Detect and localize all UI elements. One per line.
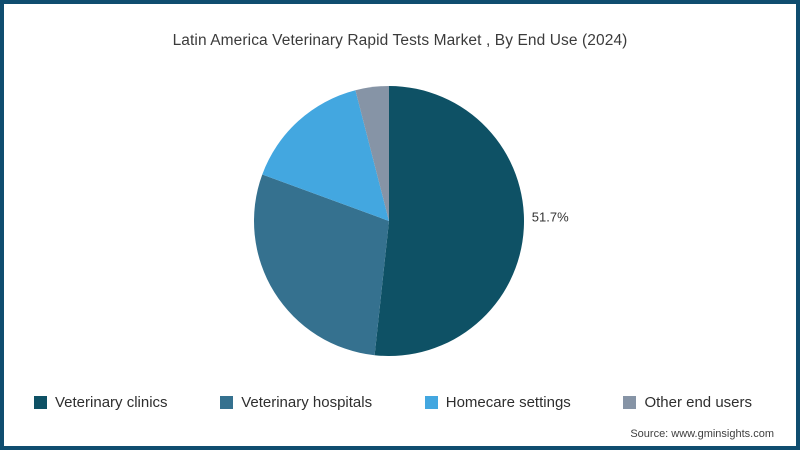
- source-text: Source: www.gminsights.com: [630, 428, 774, 440]
- pie-slice-2: [262, 90, 389, 222]
- pie-slice-3: [355, 86, 389, 221]
- legend-item-homecare-settings: Homecare settings: [424, 394, 571, 411]
- legend-swatch-icon: [623, 396, 637, 409]
- legend-swatch-icon: [220, 396, 234, 409]
- pie-slice-0: [374, 86, 525, 357]
- legend-swatch-icon: [34, 396, 47, 409]
- pie-slice-label-0: 51.7%: [532, 210, 569, 225]
- chart-title: Latin America Veterinary Rapid Tests Mar…: [172, 32, 628, 49]
- legend-item-veterinary-hospitals: Veterinary hospitals: [220, 394, 372, 411]
- pie-chart: 51.7%: [253, 86, 569, 357]
- legend-item-veterinary-clinics: Veterinary clinics: [34, 394, 168, 411]
- legend-swatch-icon: [424, 396, 438, 409]
- legend-label: Homecare settings: [445, 394, 571, 411]
- pie-slice-1: [253, 174, 389, 356]
- legend-label: Veterinary hospitals: [241, 394, 373, 411]
- legend-label: Veterinary clinics: [55, 394, 168, 411]
- legend-label: Other end users: [644, 394, 752, 411]
- legend: Veterinary clinics Veterinary hospitals …: [34, 394, 752, 411]
- legend-item-other-end-users: Other end users: [623, 394, 752, 411]
